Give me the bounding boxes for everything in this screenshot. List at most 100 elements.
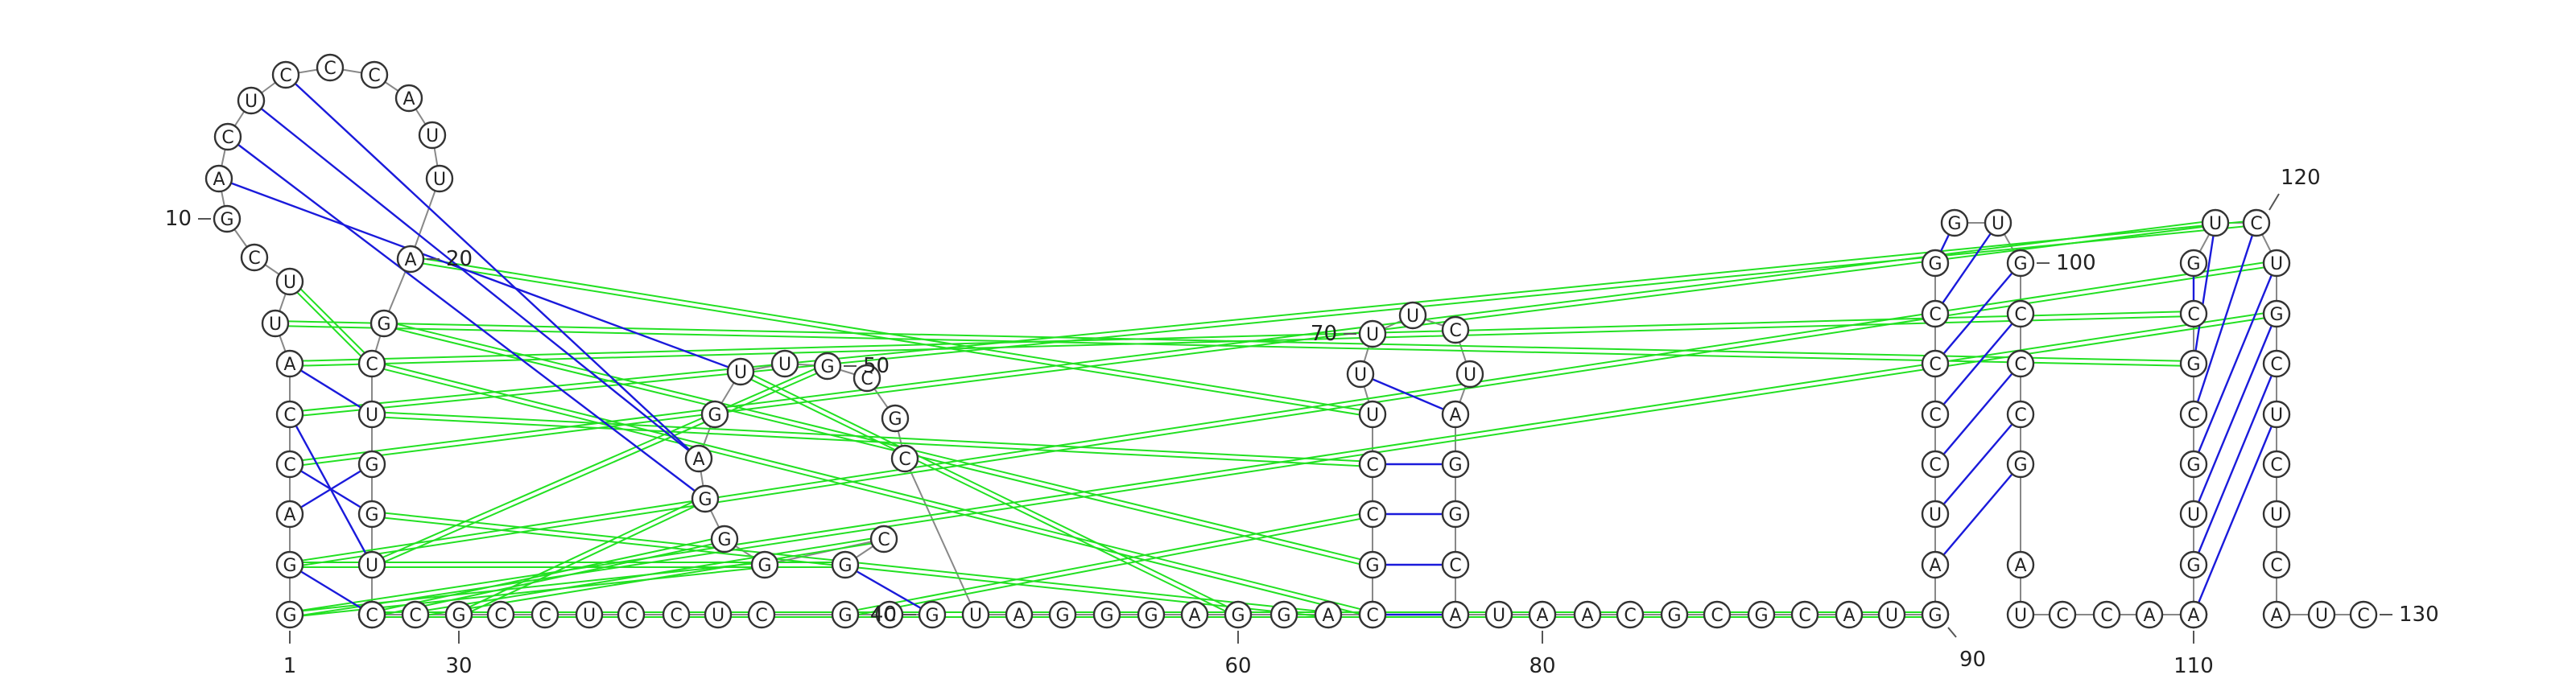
nucleotide-letter: G bbox=[2186, 556, 2200, 576]
tertiary-interaction-line bbox=[372, 367, 829, 568]
nucleotide-letter: G bbox=[2186, 455, 2200, 475]
nucleotide-25: G bbox=[357, 500, 386, 529]
nucleotide-letter: G bbox=[717, 530, 731, 550]
nucleotide-letter: U bbox=[778, 355, 791, 375]
nucleotide-78: A bbox=[1441, 600, 1470, 629]
nucleotide-letter: C bbox=[861, 369, 873, 389]
nucleotide-letter: G bbox=[838, 606, 852, 626]
nucleotide-36: U bbox=[704, 600, 733, 629]
nucleotide-letter: C bbox=[283, 455, 295, 475]
nucleotide-105: A bbox=[2006, 550, 2035, 579]
nucleotide-81: A bbox=[1573, 600, 1602, 629]
nucleotide-34: C bbox=[617, 600, 646, 629]
nucleotide-letter: C bbox=[2014, 405, 2026, 426]
nucleotide-letter: C bbox=[2270, 556, 2282, 576]
tertiary-interaction-line bbox=[739, 372, 1238, 618]
nucleotide-letter: C bbox=[898, 450, 910, 470]
nucleotide-124: U bbox=[2262, 400, 2291, 429]
nucleotide-106: U bbox=[2006, 600, 2035, 629]
nucleotide-letter: C bbox=[1929, 305, 1941, 325]
nucleotide-letter: A bbox=[1322, 606, 1334, 626]
base-pair-line bbox=[1934, 262, 2021, 364]
nucleotide-112: G bbox=[2179, 550, 2208, 579]
nucleotide-50: G bbox=[813, 352, 842, 381]
nucleotide-letter: C bbox=[1366, 606, 1378, 626]
nucleotide-1: G bbox=[275, 600, 304, 629]
nucleotide-letter: C bbox=[1929, 405, 1941, 426]
tertiary-interaction-line bbox=[457, 496, 705, 614]
nucleotide-letter: A bbox=[1449, 405, 1461, 426]
nucleotide-111: A bbox=[2179, 600, 2208, 629]
nucleotide-44: G bbox=[710, 525, 739, 553]
nucleotide-66: C bbox=[1358, 500, 1387, 529]
nucleotide-98: G bbox=[1940, 208, 1969, 237]
nucleotide-59: A bbox=[1180, 600, 1209, 629]
nucleotide-letter: A bbox=[1536, 606, 1548, 626]
position-label-100: 100 bbox=[2056, 251, 2096, 275]
nucleotide-92: U bbox=[1921, 500, 1950, 529]
nucleotide-26: U bbox=[357, 550, 386, 579]
nucleotide-letter: C bbox=[2187, 305, 2199, 325]
nucleotide-130: C bbox=[2349, 600, 2378, 629]
nucleotide-122: G bbox=[2262, 299, 2291, 328]
nucleotide-87: A bbox=[1835, 600, 1864, 629]
nucleotide-letter: C bbox=[283, 405, 295, 426]
nucleotide-letter: C bbox=[2014, 305, 2026, 325]
nucleotide-64: C bbox=[1358, 600, 1387, 629]
nucleotide-29: C bbox=[401, 600, 430, 629]
nucleotide-121: U bbox=[2262, 249, 2291, 278]
base-pair-line bbox=[1934, 222, 1999, 315]
nucleotide-letter: U bbox=[734, 363, 747, 383]
nucleotide-32: C bbox=[530, 600, 559, 629]
nucleotide-letter: U bbox=[433, 170, 446, 190]
nucleotide-letter: U bbox=[2315, 606, 2328, 626]
nucleotide-letter: U bbox=[1406, 307, 1419, 327]
nucleotide-letter: C bbox=[279, 66, 291, 86]
nucleotides-layer: GGACCAUUCGACUCCCAUUAGCUGGUCCCGCCUCCUCGCG… bbox=[204, 53, 2378, 629]
nucleotide-70: U bbox=[1358, 319, 1387, 348]
position-label-120: 120 bbox=[2281, 166, 2321, 190]
nucleotide-119: U bbox=[2201, 208, 2230, 237]
nucleotide-letter: G bbox=[1928, 254, 1942, 274]
nucleotide-letter: C bbox=[324, 59, 336, 79]
nucleotide-letter: C bbox=[670, 606, 682, 626]
nucleotide-letter: U bbox=[1929, 505, 1942, 525]
nucleotide-letter: A bbox=[1929, 556, 1941, 576]
base-pair-line bbox=[227, 136, 706, 500]
base-pair-line bbox=[250, 100, 700, 459]
position-label-70: 70 bbox=[1311, 322, 1337, 346]
nucleotide-54: U bbox=[961, 600, 990, 629]
position-tick bbox=[1947, 627, 1957, 638]
nucleotide-100: G bbox=[2006, 249, 2035, 278]
nucleotide-40: G bbox=[918, 600, 947, 629]
position-label-60: 60 bbox=[1224, 654, 1251, 678]
nucleotide-45: G bbox=[691, 484, 720, 513]
nucleotide-letter: G bbox=[1144, 606, 1158, 626]
nucleotide-37: C bbox=[747, 600, 776, 629]
nucleotide-80: A bbox=[1528, 600, 1557, 629]
nucleotide-letter: A bbox=[2187, 606, 2199, 626]
nucleotide-10: G bbox=[213, 204, 242, 233]
nucleotide-69: U bbox=[1346, 360, 1375, 389]
nucleotide-letter: U bbox=[712, 606, 724, 626]
nucleotide-letter: A bbox=[1843, 606, 1855, 626]
nucleotide-letter: U bbox=[426, 126, 439, 146]
nucleotide-letter: C bbox=[409, 606, 421, 626]
tertiary-interaction-line bbox=[741, 368, 1240, 614]
nucleotide-letter: G bbox=[1055, 606, 1069, 626]
nucleotide-68: U bbox=[1358, 400, 1387, 429]
base-pair-line bbox=[2192, 262, 2278, 465]
nucleotide-letter: C bbox=[883, 606, 895, 626]
tertiary-interaction-line bbox=[287, 282, 371, 366]
nucleotide-7: U bbox=[261, 309, 290, 338]
position-label-1: 1 bbox=[283, 654, 297, 678]
nucleotide-22: C bbox=[357, 349, 386, 378]
tertiary-interaction-line bbox=[372, 360, 1373, 614]
tertiary-interaction-line bbox=[459, 500, 707, 618]
nucleotide-15: C bbox=[316, 53, 345, 82]
nucleotide-letter: C bbox=[494, 606, 506, 626]
nucleotide-letter: G bbox=[452, 606, 465, 626]
nucleotide-letter: C bbox=[365, 355, 378, 375]
nucleotide-60: G bbox=[1224, 600, 1253, 629]
